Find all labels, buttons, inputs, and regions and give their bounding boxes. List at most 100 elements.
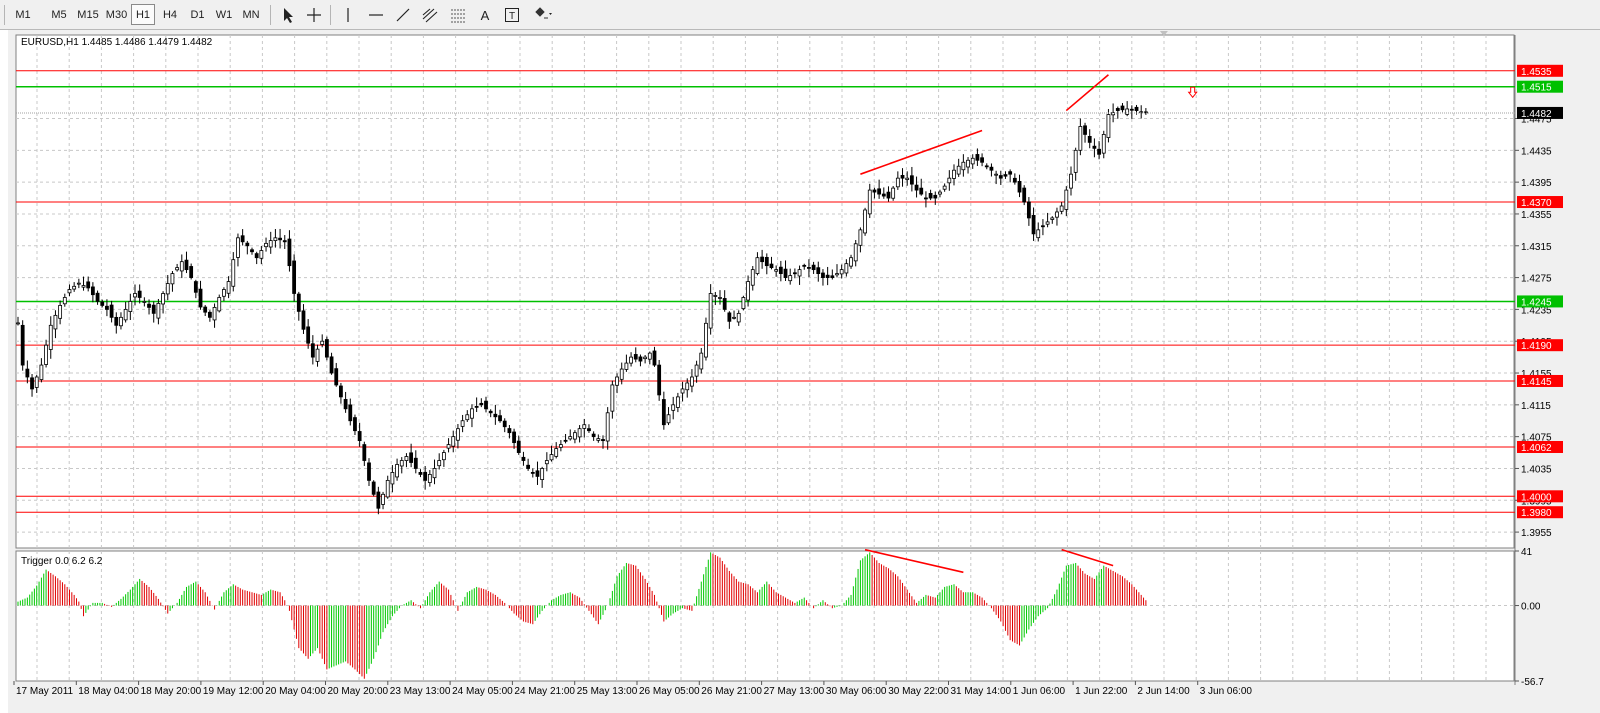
candle-body [610,384,615,412]
candle-body [792,272,797,275]
candle-body [858,229,863,246]
timeframe-h1-button[interactable]: H1 [131,4,155,25]
candle-body [1134,106,1139,111]
indicator-tick-label: 41 [1521,547,1533,558]
toolbar-separator [270,5,271,25]
candle-body [231,259,236,287]
timeframe-d1-button[interactable]: D1 [190,8,205,21]
candle-body [357,431,362,442]
candle-body [339,385,343,398]
trendline-icon[interactable] [393,5,413,25]
cursor-icon[interactable] [278,5,298,25]
candle-body [427,474,432,483]
candle-body [619,368,624,380]
candle-body [774,269,779,272]
candle-body [924,197,928,200]
candle-body [708,293,713,329]
candle-body [217,297,222,312]
candle-body [165,283,170,295]
candle-body [661,399,666,426]
candle-body [699,352,704,370]
current-price-label: 1.4482 [1521,109,1552,120]
candle-body [62,297,67,305]
candle-body [835,273,839,276]
candle-body [189,266,194,278]
candle-body [872,189,877,193]
candle-body [802,264,807,267]
candle-body [72,285,77,290]
candle-body [1078,126,1083,151]
text-label-icon[interactable]: T [502,5,522,25]
indicator-tick-label: 0.00 [1521,602,1541,613]
shapes-icon[interactable] [533,5,553,25]
candle-body [133,293,137,298]
timeframe-m5-button[interactable]: M5 [51,8,67,21]
timeframe-m15-button[interactable]: M15 [77,8,99,21]
timeframe-mn-button[interactable]: MN [242,8,260,21]
candle-body [39,364,44,380]
candle-body [657,364,662,396]
price-tick-label: 1.4235 [1521,305,1552,316]
fibonacci-icon[interactable] [448,5,468,25]
time-tick-label: 20 May 20:00 [328,686,389,697]
candle-body [867,189,872,215]
crosshair-icon[interactable] [304,5,324,25]
candle-body [577,428,582,438]
candle-body [278,237,282,241]
channel-icon[interactable] [420,5,440,25]
candle-body [961,161,966,171]
candle-body [984,165,989,168]
candle-body [1064,189,1069,210]
candle-body [310,343,315,358]
candle-body [193,281,198,293]
candle-body [1045,221,1050,225]
price-tick-label: 1.4355 [1521,210,1552,221]
candle-body [558,444,563,448]
horizontal-line-icon[interactable] [366,5,386,25]
level-label-bg [1517,440,1563,453]
candle-body [685,382,690,391]
candle-body [732,316,736,319]
candle-body [474,405,479,408]
candle-body [975,154,980,161]
candle-body [1125,108,1130,115]
candle-body [301,310,306,330]
candle-body [142,301,147,303]
vertical-line-icon[interactable] [338,5,358,25]
candle-body [830,275,835,278]
candle-body [914,184,919,191]
timeframe-h4-button[interactable]: H4 [162,8,178,21]
candle-body [273,237,278,242]
timeframe-m30-button[interactable]: M30 [105,8,128,21]
candle-body [119,316,123,327]
timeframe-m1-button[interactable]: M1 [15,8,31,21]
candle-body [1106,114,1111,138]
candles [16,101,1148,515]
chart-window: 1.4475 1.4435 1.4395 1.4355 1.4315 1.4275 1.42… [8,30,1600,713]
candle-body [348,404,353,422]
chart-shift-marker [1159,31,1168,36]
time-tick-label: 25 May 13:00 [577,686,638,697]
time-tick-label: 30 May 22:00 [888,686,949,697]
level-label: 1.3980 [1521,508,1552,519]
candle-body [526,464,531,469]
candle-body [1026,201,1031,219]
candle-body [367,462,371,481]
candle-body [956,165,961,175]
text-icon[interactable]: A [475,5,495,25]
chart-canvas[interactable]: 1.4475 1.4435 1.4395 1.4355 1.4315 1.4275 1.42… [8,30,1578,713]
candle-body [877,188,882,195]
main-chart-panel [15,34,1515,549]
timeframe-w1-button[interactable]: W1 [215,8,233,21]
candle-body [727,312,732,322]
toolbar-grip [4,5,5,25]
indicator-trendline [864,548,964,574]
time-tick-label: 1 Jun 06:00 [1013,686,1066,697]
candle-body [900,175,905,179]
candle-body [905,177,910,180]
candle-body [212,307,217,321]
candle-body [807,267,811,269]
time-tick-label: 26 May 21:00 [701,686,762,697]
candle-body [1055,211,1059,218]
price-tick-label: 1.4315 [1521,242,1552,253]
